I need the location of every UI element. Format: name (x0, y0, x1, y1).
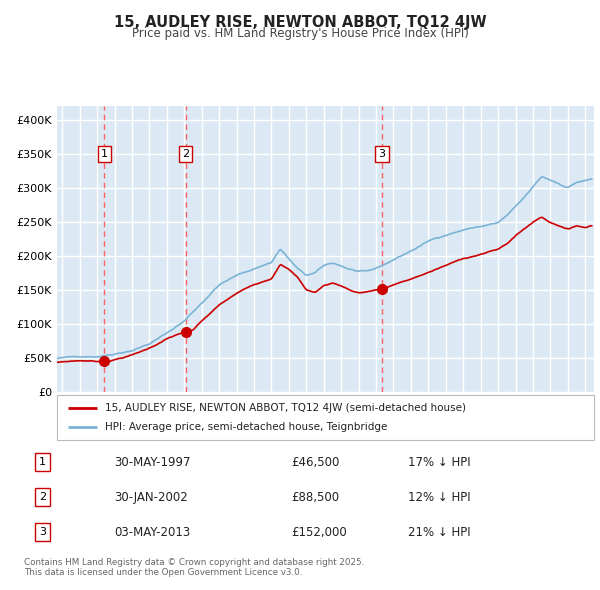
Text: 1: 1 (39, 457, 46, 467)
Text: 03-MAY-2013: 03-MAY-2013 (114, 526, 190, 539)
Text: Contains HM Land Registry data © Crown copyright and database right 2025.
This d: Contains HM Land Registry data © Crown c… (24, 558, 364, 577)
Text: £152,000: £152,000 (292, 526, 347, 539)
Text: 2: 2 (182, 149, 189, 159)
Text: 21% ↓ HPI: 21% ↓ HPI (408, 526, 470, 539)
Text: £88,500: £88,500 (292, 490, 340, 504)
FancyBboxPatch shape (57, 395, 594, 440)
Text: 30-JAN-2002: 30-JAN-2002 (114, 490, 188, 504)
Text: 12% ↓ HPI: 12% ↓ HPI (408, 490, 470, 504)
Text: 3: 3 (39, 527, 46, 537)
Text: 17% ↓ HPI: 17% ↓ HPI (408, 455, 470, 468)
Text: 15, AUDLEY RISE, NEWTON ABBOT, TQ12 4JW: 15, AUDLEY RISE, NEWTON ABBOT, TQ12 4JW (113, 15, 487, 30)
Text: £46,500: £46,500 (292, 455, 340, 468)
Text: 1: 1 (101, 149, 108, 159)
Text: 30-MAY-1997: 30-MAY-1997 (114, 455, 190, 468)
Text: Price paid vs. HM Land Registry's House Price Index (HPI): Price paid vs. HM Land Registry's House … (131, 27, 469, 40)
Text: 15, AUDLEY RISE, NEWTON ABBOT, TQ12 4JW (semi-detached house): 15, AUDLEY RISE, NEWTON ABBOT, TQ12 4JW … (106, 403, 466, 412)
Text: 2: 2 (39, 492, 46, 502)
Text: 3: 3 (379, 149, 385, 159)
Text: HPI: Average price, semi-detached house, Teignbridge: HPI: Average price, semi-detached house,… (106, 422, 388, 432)
